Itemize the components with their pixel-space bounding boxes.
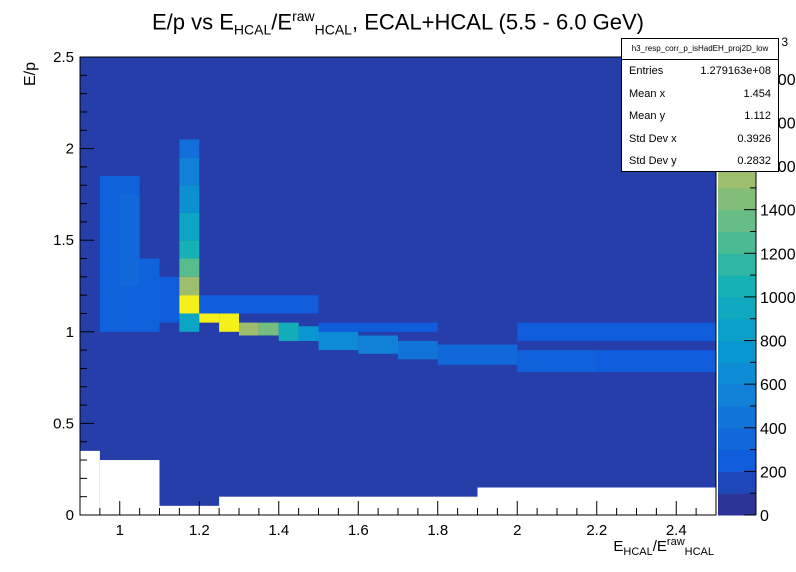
colorbar-tick-label: 0: [760, 508, 769, 525]
colorbar-band: [718, 449, 756, 472]
heatmap-cell: [596, 350, 716, 373]
chart-title: E/p vs EHCAL/ErawHCAL, ECAL+HCAL (5.5 - …: [151, 8, 645, 38]
colorbar-tick-label: 800: [760, 334, 787, 351]
y-tick-label: 0: [66, 507, 74, 524]
heatmap-cell: [437, 344, 518, 365]
x-axis-label: EHCAL/ErawHCAL: [613, 536, 714, 558]
x-tick-label: 1.2: [189, 522, 210, 539]
y-tick-label: 1: [66, 324, 74, 341]
heatmap-cell: [179, 295, 200, 314]
heatmap-cell: [298, 326, 319, 341]
heatmap-cell: [179, 185, 200, 213]
x-tick-label: 1.4: [268, 522, 289, 539]
colorbar-band: [718, 275, 756, 298]
y-tick-label: 1.5: [53, 232, 74, 249]
heatmap-cell: [119, 194, 140, 286]
colorbar-band: [718, 318, 756, 342]
stats-row-std-dev-y: Std Dev y 0.2832: [629, 155, 771, 168]
stats-row-entries: Entries 1.279163e+08: [629, 65, 771, 77]
colorbar-band: [718, 471, 756, 494]
heatmap-cell: [179, 212, 200, 241]
heatmap-cell: [318, 322, 438, 332]
colorbar-band: [718, 187, 756, 211]
colorbar-tick-label: 600: [760, 377, 787, 394]
colorbar-band: [718, 209, 756, 232]
colorbar-tick-label: 1000: [760, 290, 796, 307]
x-tick-label: 1: [116, 522, 124, 539]
heatmap-cell: [179, 276, 200, 296]
heatmap-cell: [258, 322, 279, 336]
empty-region-1: [99, 460, 160, 515]
y-axis-label: E/p: [22, 61, 39, 86]
colorbar-band: [718, 253, 756, 276]
colorbar-band: [718, 340, 756, 363]
stats-box: h3_resp_corr_p_isHadEH_proj2D_low Entrie…: [621, 38, 779, 172]
colorbar-tick-label: 400: [760, 421, 787, 438]
heatmap-cell: [159, 276, 180, 323]
heatmap-cell: [517, 350, 597, 373]
y-tick-label: 2.5: [53, 49, 74, 66]
x-tick-label: 1.8: [427, 522, 448, 539]
empty-region-2: [159, 505, 220, 515]
heatmap-cell: [179, 157, 200, 186]
colorbar-band: [718, 405, 756, 429]
heatmap-cell: [179, 313, 200, 332]
x-tick-label: 1.6: [348, 522, 369, 539]
colorbar-band: [718, 493, 756, 516]
heatmap-cell: [179, 240, 200, 259]
heatmap-cell: [239, 322, 259, 336]
heatmap-cell: [199, 295, 319, 314]
heatmap-cell: [358, 335, 398, 354]
colorbar-tick-label: 1400: [760, 203, 796, 220]
colorbar-band: [718, 296, 756, 320]
x-tick-label: 2: [513, 522, 521, 539]
colorbar-multiplier: 3: [781, 35, 788, 49]
heatmap-cell: [398, 340, 438, 360]
stats-row-mean-x: Mean x 1.454: [629, 87, 771, 100]
heatmap-cell: [219, 313, 239, 332]
colorbar-tick-label: 200: [760, 464, 787, 481]
colorbar-band: [718, 384, 756, 407]
colorbar-tick-label: 1200: [760, 246, 796, 263]
x-tick-label: 2.4: [666, 522, 687, 539]
y-tick-label: 2: [66, 141, 74, 158]
heatmap-cell: [517, 322, 716, 341]
colorbar-band: [718, 362, 756, 385]
colorbar-band: [718, 231, 756, 254]
heatmap-cell: [179, 139, 200, 158]
stats-row-mean-y: Mean y 1.112: [629, 110, 771, 123]
stats-row-std-dev-x: Std Dev x 0.3926: [629, 132, 771, 145]
heatmap-cell: [278, 322, 299, 341]
stats-histogram-name: h3_resp_corr_p_isHadEH_proj2D_low: [622, 39, 778, 60]
x-tick-label: 2.2: [586, 522, 607, 539]
empty-region-3: [219, 496, 478, 515]
heatmap-cell: [139, 258, 160, 332]
empty-region-0: [80, 450, 100, 515]
heatmap-cell: [318, 331, 359, 351]
colorbar-band: [718, 427, 756, 451]
heatmap-cell: [179, 258, 200, 277]
y-tick-label: 0.5: [53, 415, 74, 432]
